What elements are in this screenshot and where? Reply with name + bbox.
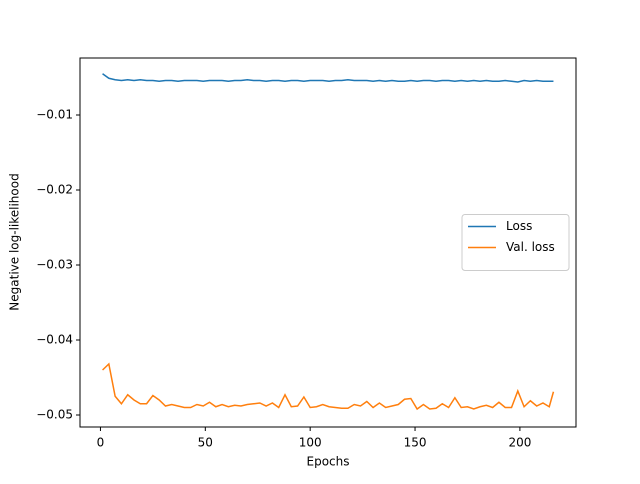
y-tick-label: −0.05 — [36, 408, 73, 422]
x-tick-label: 200 — [508, 436, 531, 450]
x-tick-label: 150 — [404, 436, 427, 450]
line — [102, 73, 554, 83]
legend-label: Loss — [506, 219, 532, 233]
x-tick-label: 100 — [299, 436, 322, 450]
y-axis-label: Negative log-likelihood — [8, 173, 22, 310]
y-tick-label: −0.01 — [36, 108, 73, 122]
y-tick-label: −0.04 — [36, 333, 73, 347]
x-tick-label: 50 — [198, 436, 213, 450]
plot-frame — [79, 57, 577, 428]
line — [102, 362, 555, 411]
y-tick-label: −0.02 — [36, 183, 73, 197]
y-tick-label: −0.03 — [36, 258, 73, 272]
legend-box — [461, 214, 570, 271]
x-tick-label: 0 — [97, 436, 105, 450]
legend-label: Val. loss — [506, 240, 555, 254]
x-axis-label: Epochs — [307, 455, 350, 469]
